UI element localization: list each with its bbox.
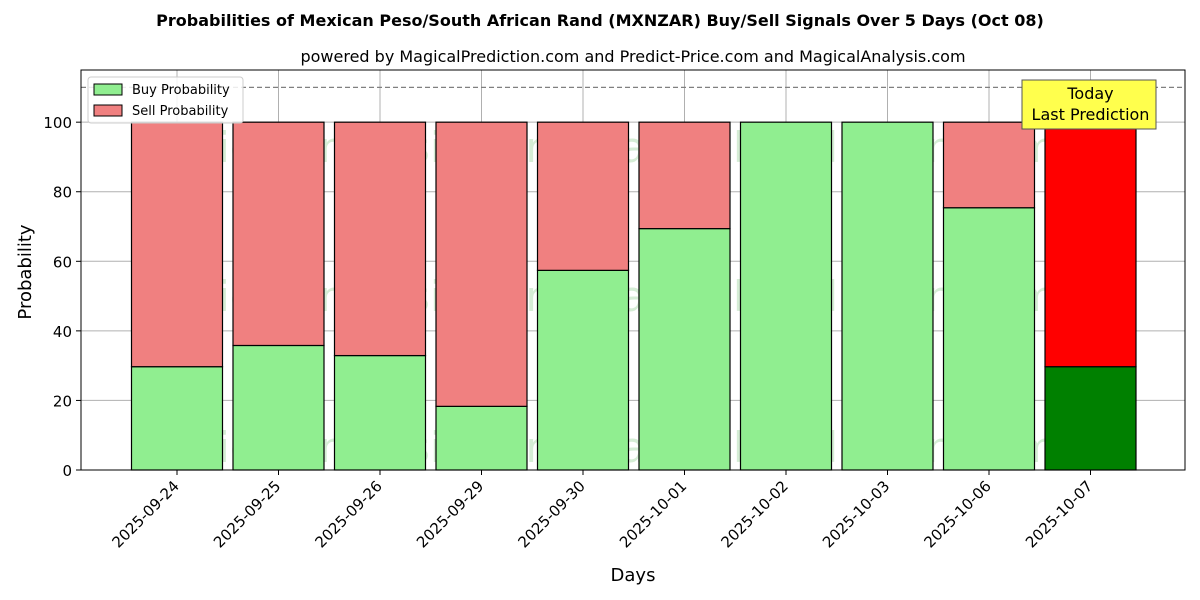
x-tick-label: 2025-09-25 [210,477,284,551]
y-tick-label: 100 [43,114,72,132]
sell-bar [638,121,731,230]
y-tick-label: 40 [53,323,72,341]
x-tick-label: 2025-09-26 [311,477,385,551]
y-tick-label: 0 [62,462,72,480]
legend-swatch [93,104,123,117]
y-tick-label: 20 [53,392,72,410]
plot-frame [80,69,1186,471]
buy-bar [739,121,833,471]
chart-subtitle: powered by MagicalPrediction.com and Pre… [300,47,965,66]
legend-label: Buy Probability [132,83,230,98]
buy-bar [435,405,528,471]
x-tick-label: 2025-10-06 [920,477,994,551]
sell-bar [942,121,1036,209]
bars [130,121,1137,471]
x-tick-label: 2025-10-07 [1022,477,1096,551]
x-tick-label: 2025-10-03 [819,477,893,551]
x-axis-label: Days [611,565,656,586]
x-tick-label: 2025-09-24 [108,477,182,551]
y-axis-label: Probability [15,224,36,319]
x-tick-label: 2025-10-01 [616,477,690,551]
annotation-box [1021,79,1157,130]
x-tick-label: 2025-09-29 [413,477,487,551]
buy-bar [1044,366,1137,471]
x-tick-label: 2025-10-02 [717,477,791,551]
chart-title: Probabilities of Mexican Peso/South Afri… [156,11,1044,30]
legend-label: Sell Probability [132,104,229,119]
x-tick-label: 2025-09-30 [514,477,588,551]
sell-bar [536,121,630,271]
sell-bar [232,121,325,347]
today-annotation: Today Last Prediction [1021,79,1157,130]
buy-bar [638,228,731,471]
buy-bar [942,207,1036,471]
legend: Buy Probability Sell Probability [87,76,244,124]
legend-box [87,76,244,124]
annotation-line-2: Last Prediction [1032,105,1150,124]
buy-bar [333,354,427,471]
sell-bar [130,121,224,368]
buy-bar [536,269,630,471]
buy-bar [130,366,224,471]
legend-swatch [93,83,123,96]
y-tick-label: 80 [53,184,72,202]
annotation-line-1: Today [1066,84,1113,103]
sell-bar [333,121,427,357]
sell-bar [435,121,528,407]
buy-bar [841,121,934,471]
buy-bar [232,344,325,471]
sell-bar [1044,121,1137,368]
y-tick-label: 60 [53,253,72,271]
